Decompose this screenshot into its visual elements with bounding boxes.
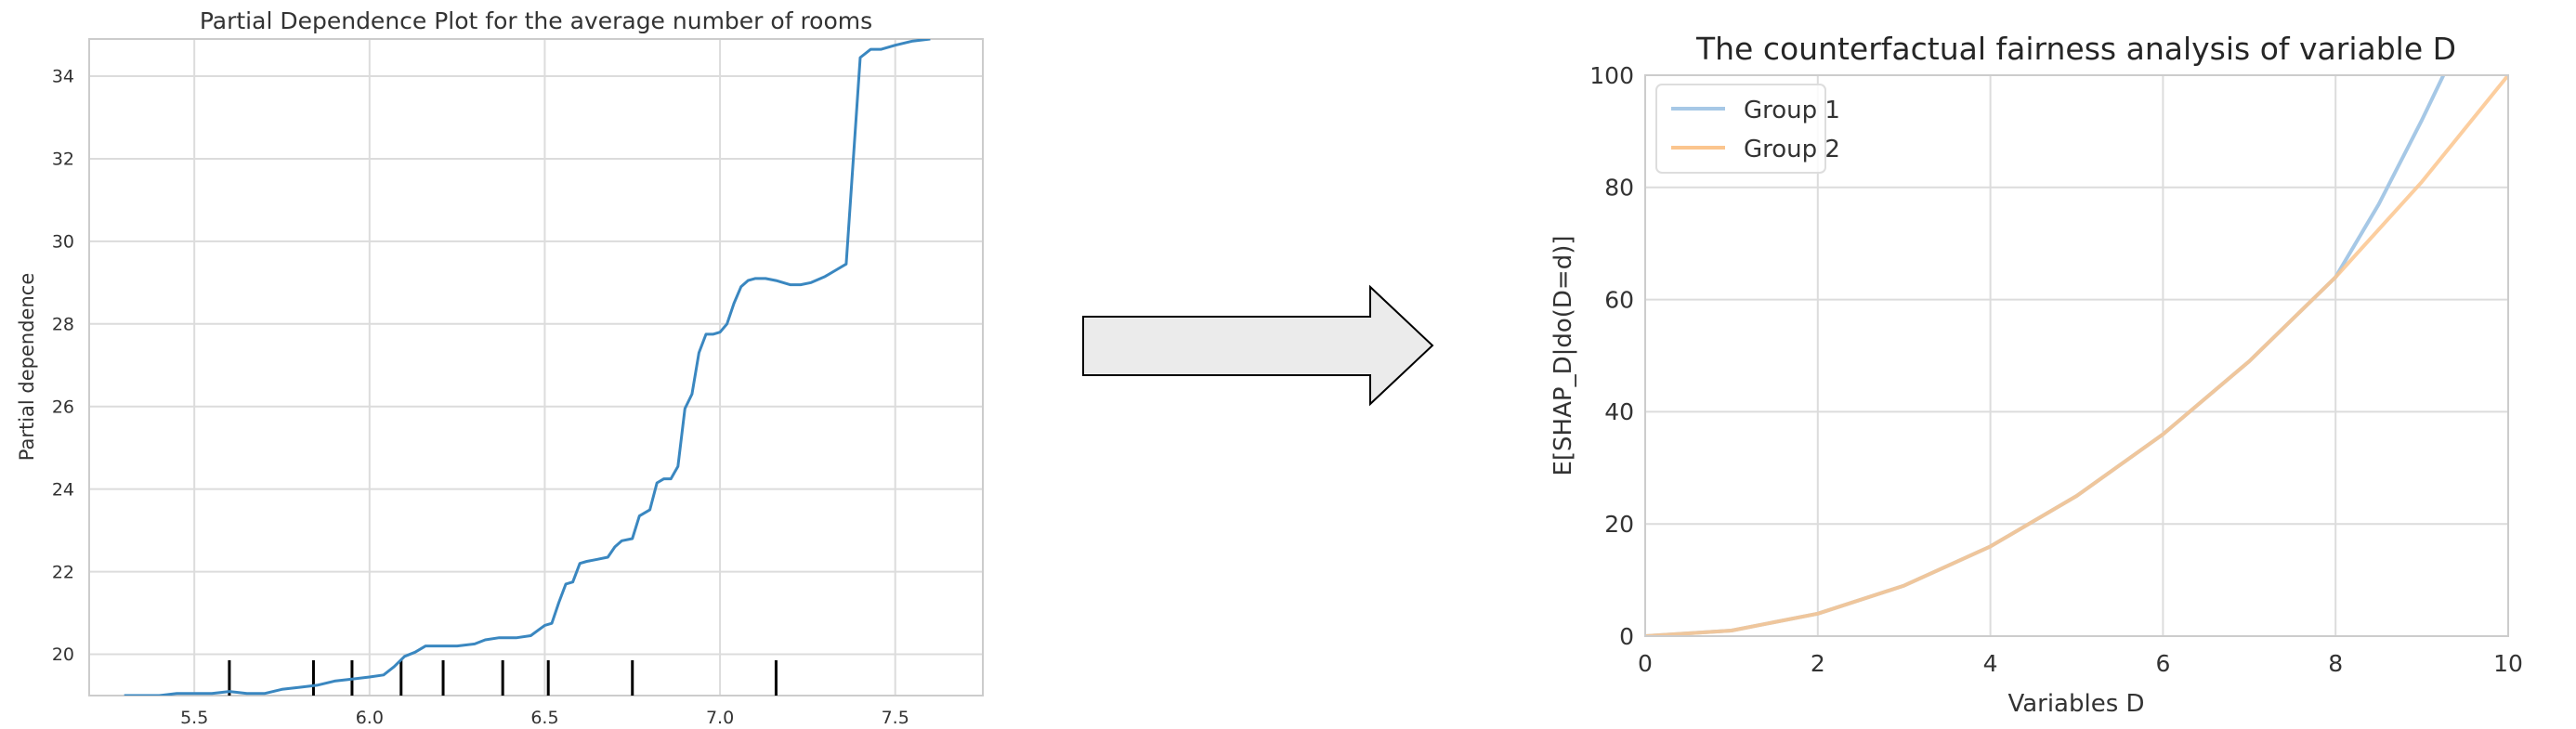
y-tick-label: 60 — [1604, 286, 1634, 313]
x-tick-label: 2 — [1811, 650, 1825, 677]
pdp-title: Partial Dependence Plot for the average … — [200, 7, 872, 34]
series-line-1 — [124, 39, 931, 696]
pdp-series — [124, 39, 931, 696]
cf-y-tick-labels: 0 20 40 60 80 100 — [1589, 62, 1634, 650]
pdp-rug-marks — [228, 660, 778, 696]
right-arrow-icon — [1082, 284, 1434, 407]
y-tick-label: 34 — [52, 67, 74, 87]
x-tick-label: 6.0 — [356, 708, 384, 728]
x-tick-label: 10 — [2493, 650, 2523, 677]
x-tick-label: 8 — [2328, 650, 2343, 677]
cf-title: The counterfactual fairness analysis of … — [1695, 31, 2456, 67]
y-tick-label: 100 — [1589, 62, 1634, 89]
cf-series — [1645, 75, 2508, 636]
cf-legend-label-group-2: Group 2 — [1744, 136, 1840, 163]
cf-x-tick-labels: 0 2 4 6 8 10 — [1638, 650, 2523, 677]
counterfactual-chart: 0 2 4 6 8 10 0 20 40 60 80 100 The counterfactual … — [1550, 31, 2523, 718]
cf-legend-box — [1655, 84, 1826, 174]
pdp-chart: 5.5 6.0 6.5 7.0 7.5 20 22 24 26 28 30 32 34 Partial… — [16, 7, 984, 728]
x-tick-label: 7.0 — [706, 708, 734, 728]
cf-plot-frame — [1644, 74, 2509, 637]
y-tick-label: 24 — [52, 479, 74, 500]
x-tick-label: 6.5 — [530, 708, 558, 728]
y-tick-label: 26 — [52, 397, 74, 417]
y-tick-label: 80 — [1604, 175, 1634, 202]
x-tick-label: 5.5 — [180, 708, 208, 728]
cf-x-axis-label: Variables D — [2007, 690, 2144, 718]
cf-legend: Group 1 Group 2 — [1655, 84, 1840, 174]
y-tick-label: 32 — [52, 150, 74, 170]
pdp-y-tick-labels: 20 22 24 26 28 30 32 34 — [52, 67, 74, 666]
pdp-plot-area — [89, 39, 983, 696]
y-tick-label: 0 — [1619, 623, 1634, 650]
y-tick-label: 28 — [52, 314, 74, 334]
x-tick-label: 6 — [2155, 650, 2170, 677]
y-tick-label: 30 — [52, 232, 74, 253]
cf-legend-label-group-1: Group 1 — [1744, 97, 1840, 124]
y-tick-label: 40 — [1604, 398, 1634, 425]
y-tick-label: 20 — [52, 644, 74, 665]
pdp-gridlines — [89, 39, 983, 696]
x-tick-label: 0 — [1638, 650, 1653, 677]
x-tick-label: 4 — [1983, 650, 1998, 677]
y-tick-label: 20 — [1604, 511, 1634, 538]
x-tick-label: 7.5 — [882, 708, 909, 728]
pdp-x-tick-labels: 5.5 6.0 6.5 7.0 7.5 — [180, 708, 909, 728]
pdp-plot-frame — [88, 38, 984, 696]
series-line-2 — [1645, 75, 2508, 636]
y-tick-label: 22 — [52, 562, 74, 582]
pdp-y-axis-label: Partial dependence — [16, 273, 38, 462]
cf-y-axis-label: E[SHAP_D|do(D=d)] — [1550, 235, 1577, 475]
